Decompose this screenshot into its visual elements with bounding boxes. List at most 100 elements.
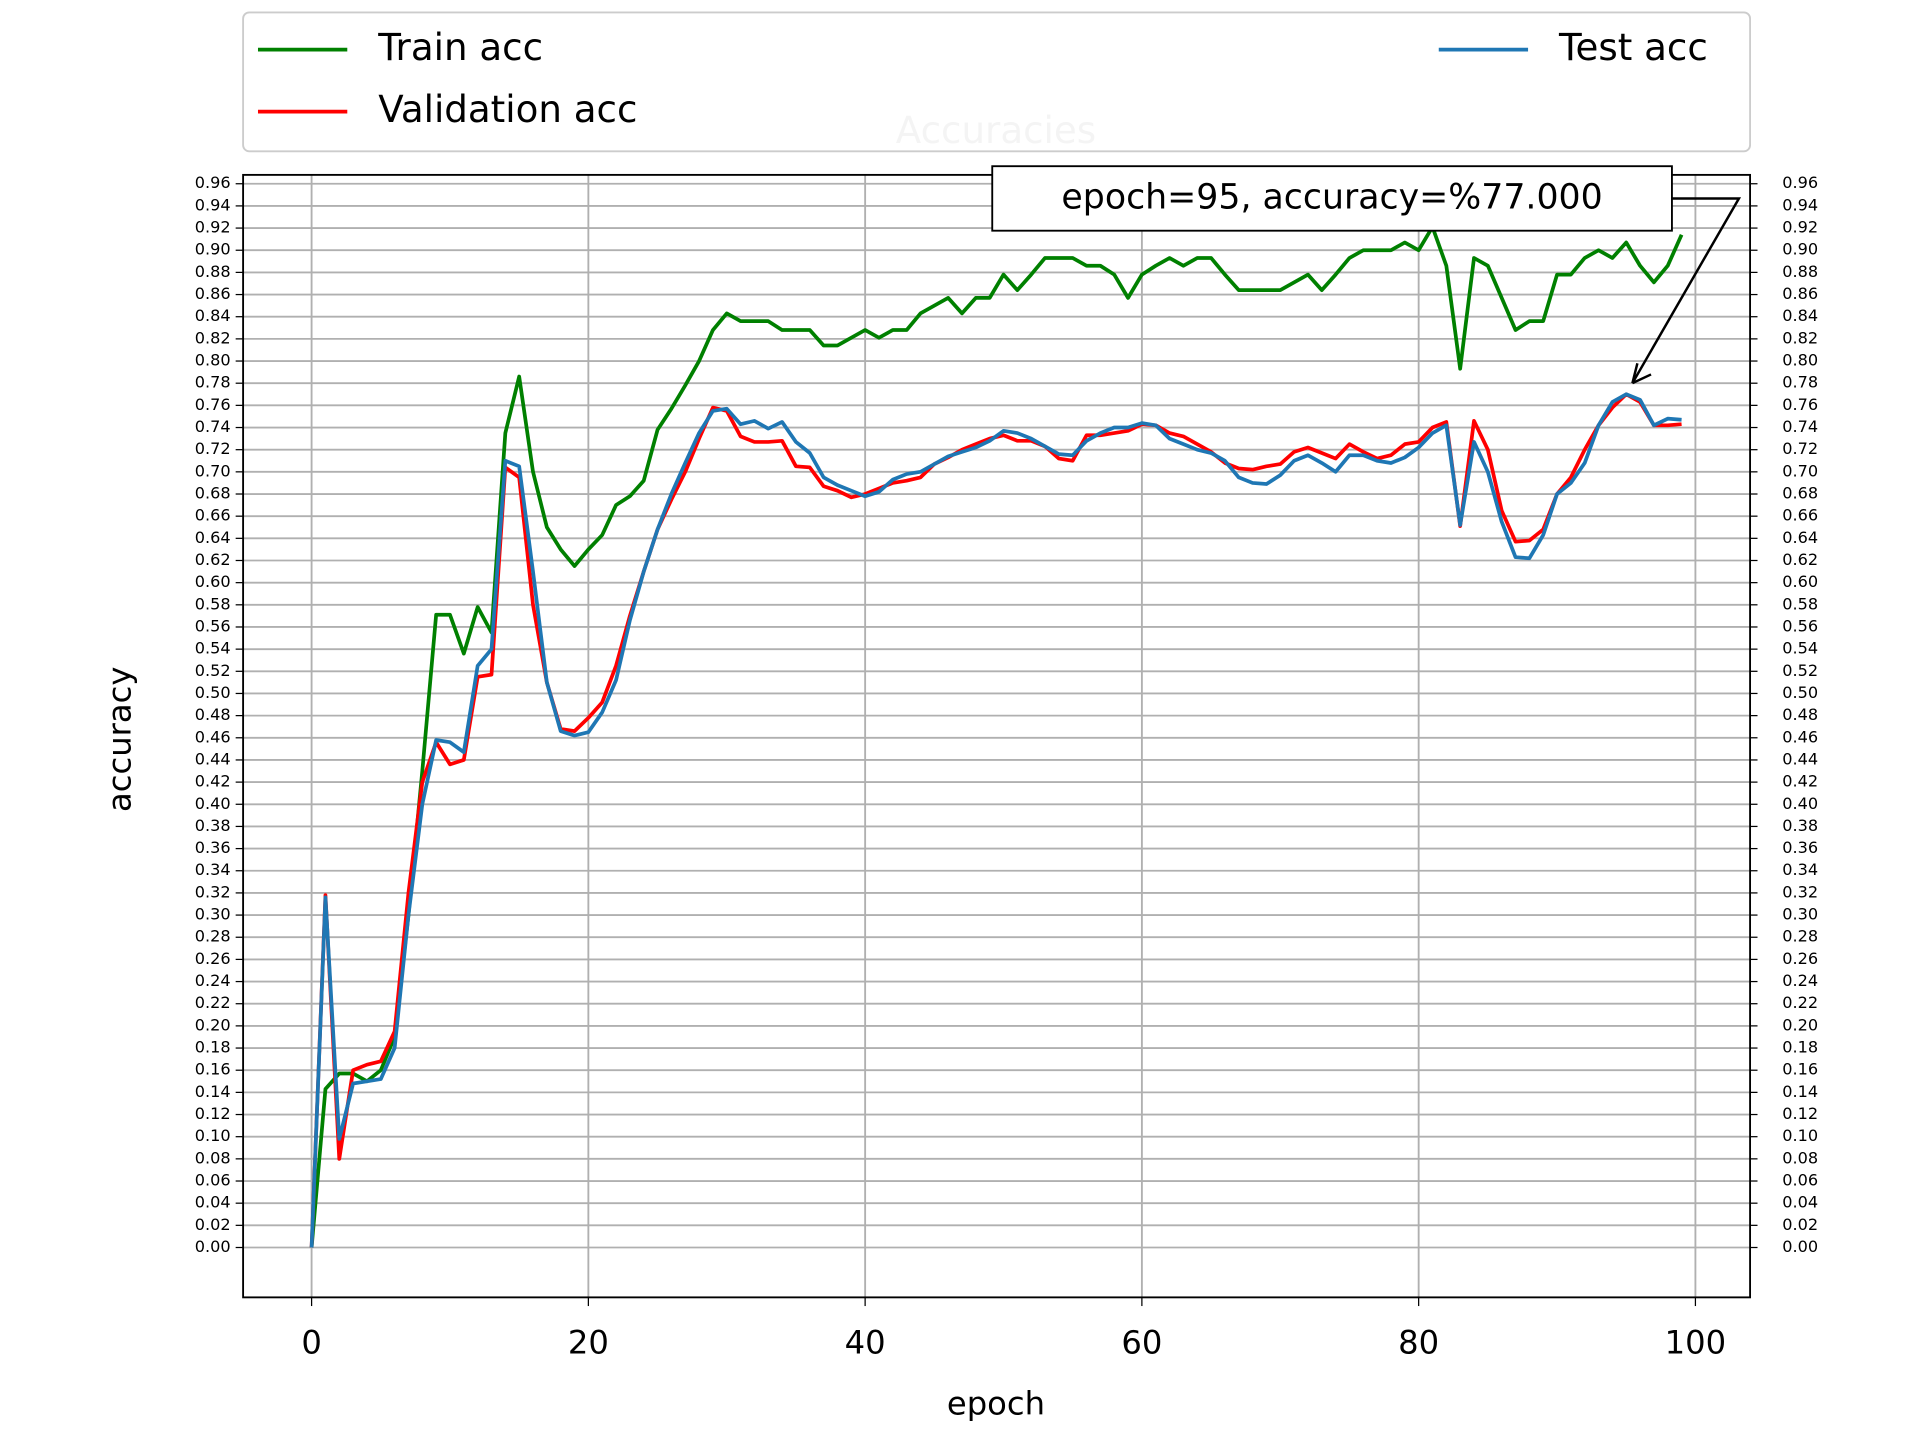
legend-box: [242, 11, 1752, 153]
y-tick-label: 0.96: [195, 173, 231, 192]
y-tick-label: 0.40: [195, 794, 231, 813]
y2-tick-label: 0.20: [1782, 1015, 1818, 1034]
y2-tick-label: 0.08: [1782, 1148, 1818, 1167]
y-tick-label: 0.76: [195, 395, 231, 414]
y-tick-label: 0.68: [195, 484, 231, 503]
x-tick-label: 100: [1665, 1323, 1727, 1361]
y2-tick-label: 0.30: [1782, 905, 1818, 924]
y-tick-label: 0.34: [195, 860, 231, 879]
y-tick-label: 0.04: [195, 1193, 231, 1212]
y2-tick-label: 0.82: [1782, 328, 1818, 347]
y2-tick-label: 0.66: [1782, 506, 1818, 525]
y-tick-label: 0.32: [195, 882, 231, 901]
series-line: [309, 392, 1682, 1248]
x-tick-label: 20: [568, 1323, 609, 1361]
y-tick-label: 0.30: [195, 905, 231, 924]
y2-tick-label: 0.76: [1782, 395, 1818, 414]
y2-tick-label: 0.86: [1782, 284, 1818, 303]
y2-tick-label: 0.26: [1782, 949, 1818, 968]
y-tick-label: 0.80: [195, 351, 231, 370]
y2-tick-label: 0.62: [1782, 550, 1818, 569]
y-tick-label: 0.60: [195, 572, 231, 591]
y-tick-label: 0.46: [195, 727, 231, 746]
x-tick-label: 0: [301, 1323, 322, 1361]
series-line: [309, 392, 1682, 1248]
legend-label: Train acc: [377, 25, 543, 69]
series-line: [309, 225, 1684, 1248]
y-tick-label: 0.12: [195, 1104, 231, 1123]
y-tick-label: 0.82: [195, 328, 231, 347]
annotation-text: epoch=95, accuracy=%77.000: [1061, 177, 1602, 217]
y2-tick-label: 0.84: [1782, 306, 1818, 325]
legend-label: Test acc: [1558, 25, 1708, 69]
y2-tick-label: 0.96: [1782, 173, 1818, 192]
y2-tick-label: 0.56: [1782, 616, 1818, 635]
x-axis-label: epoch: [947, 1384, 1045, 1422]
y2-tick-label: 0.38: [1782, 816, 1818, 835]
y-axis-label: accuracy: [101, 667, 139, 812]
y2-tick-label: 0.44: [1782, 749, 1818, 768]
y-tick-label: 0.42: [195, 772, 231, 791]
y-tick-label: 0.10: [195, 1126, 231, 1145]
y2-tick-label: 0.90: [1782, 240, 1818, 259]
y2-tick-label: 0.18: [1782, 1038, 1818, 1057]
y2-tick-label: 0.78: [1782, 373, 1818, 392]
y2-tick-label: 0.22: [1782, 993, 1818, 1012]
y-tick-label: 0.24: [195, 971, 231, 990]
y2-tick-label: 0.06: [1782, 1171, 1818, 1190]
y2-tick-label: 0.32: [1782, 882, 1818, 901]
y2-tick-label: 0.14: [1782, 1082, 1818, 1101]
y-tick-label: 0.00: [195, 1237, 231, 1256]
y-tick-label: 0.18: [195, 1038, 231, 1057]
y-tick-label: 0.22: [195, 993, 231, 1012]
y2-tick-label: 0.24: [1782, 971, 1818, 990]
y2-tick-label: 0.48: [1782, 705, 1818, 724]
y-tick-label: 0.64: [195, 528, 231, 547]
y-tick-label: 0.58: [195, 594, 231, 613]
y-tick-label: 0.66: [195, 506, 231, 525]
y2-tick-label: 0.60: [1782, 572, 1818, 591]
annotation-arrow: [1631, 197, 1742, 384]
y2-tick-label: 0.28: [1782, 927, 1818, 946]
y2-tick-label: 0.12: [1782, 1104, 1818, 1123]
y-tick-label: 0.86: [195, 284, 231, 303]
y-tick-label: 0.92: [195, 218, 231, 237]
legend-label: Validation acc: [378, 87, 637, 131]
y2-tick-label: 0.58: [1782, 594, 1818, 613]
y2-tick-label: 0.10: [1782, 1126, 1818, 1145]
y2-tick-label: 0.72: [1782, 439, 1818, 458]
y2-tick-label: 0.16: [1782, 1060, 1818, 1079]
y2-tick-label: 0.80: [1782, 351, 1818, 370]
y2-tick-label: 0.74: [1782, 417, 1818, 436]
y2-tick-label: 0.68: [1782, 484, 1818, 503]
y2-tick-label: 0.94: [1782, 195, 1818, 214]
y-tick-label: 0.94: [195, 195, 231, 214]
y-tick-label: 0.88: [195, 262, 231, 281]
y-tick-label: 0.54: [195, 639, 231, 658]
y-tick-label: 0.26: [195, 949, 231, 968]
y2-tick-label: 0.46: [1782, 727, 1818, 746]
y-tick-label: 0.62: [195, 550, 231, 569]
y-tick-label: 0.50: [195, 683, 231, 702]
y2-tick-label: 0.50: [1782, 683, 1818, 702]
y2-tick-label: 0.88: [1782, 262, 1818, 281]
y-tick-label: 0.28: [195, 927, 231, 946]
y-tick-label: 0.16: [195, 1060, 231, 1079]
x-tick-label: 40: [845, 1323, 886, 1361]
y-tick-label: 0.44: [195, 749, 231, 768]
annotation-arrowhead: [1631, 362, 1652, 385]
y-tick-label: 0.72: [195, 439, 231, 458]
y-tick-label: 0.56: [195, 616, 231, 635]
x-tick-label: 60: [1121, 1323, 1162, 1361]
y-tick-label: 0.70: [195, 461, 231, 480]
y2-tick-label: 0.42: [1782, 772, 1818, 791]
y-tick-label: 0.52: [195, 661, 231, 680]
y2-tick-label: 0.52: [1782, 661, 1818, 680]
y2-tick-label: 0.36: [1782, 838, 1818, 857]
y2-tick-label: 0.54: [1782, 639, 1818, 658]
y-tick-label: 0.90: [195, 240, 231, 259]
y-tick-label: 0.02: [195, 1215, 231, 1234]
y2-tick-label: 0.00: [1782, 1237, 1818, 1256]
y-tick-label: 0.38: [195, 816, 231, 835]
y-tick-label: 0.06: [195, 1171, 231, 1190]
